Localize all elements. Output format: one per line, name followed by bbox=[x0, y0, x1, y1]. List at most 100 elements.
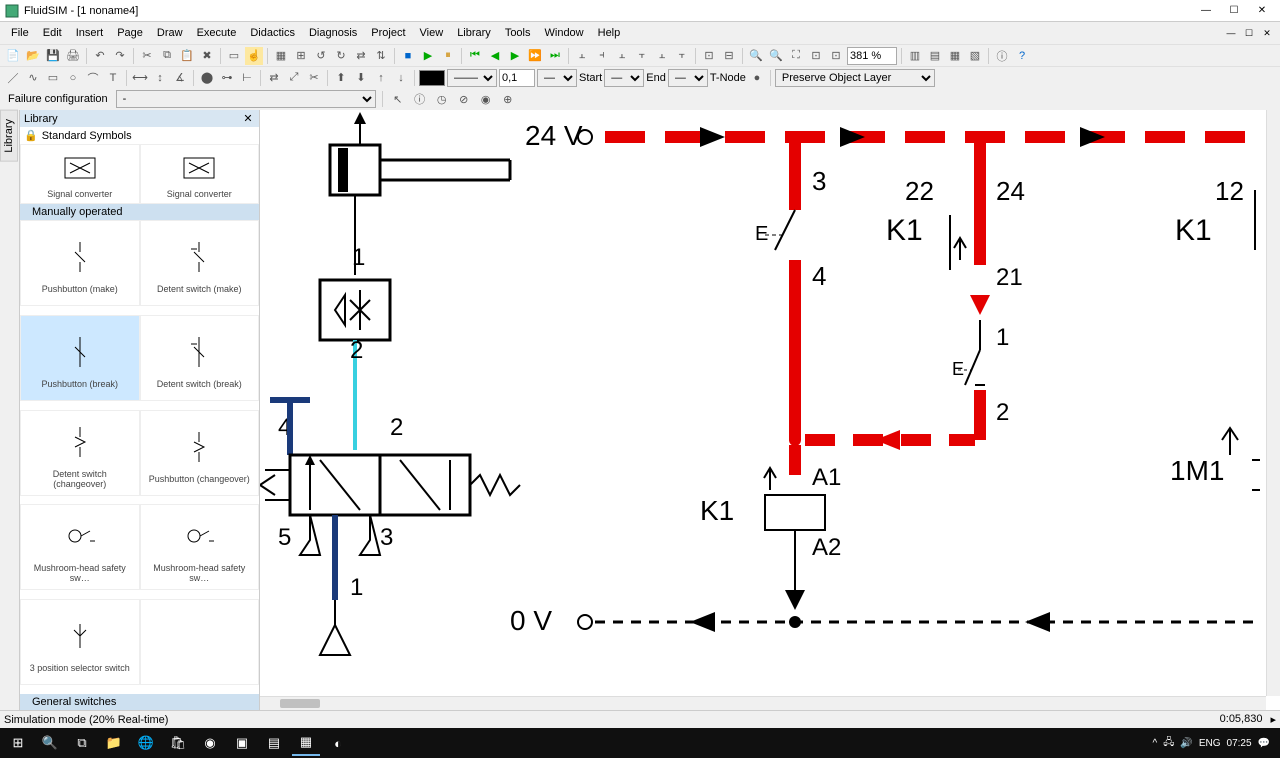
pause-icon[interactable]: ⏸ bbox=[439, 47, 457, 65]
new-icon[interactable]: 📄 bbox=[4, 47, 22, 65]
save-icon[interactable]: 💾 bbox=[44, 47, 62, 65]
symbol-item[interactable]: Detent switch (make) bbox=[140, 220, 260, 306]
arrow-end-select[interactable]: — bbox=[604, 69, 644, 87]
delete-icon[interactable]: ✖ bbox=[198, 47, 216, 65]
start-button[interactable]: ⊞ bbox=[4, 730, 32, 756]
symbol-item[interactable]: Signal converter bbox=[20, 144, 140, 204]
line-icon[interactable]: ／ bbox=[4, 69, 22, 87]
symbol-item[interactable]: Mushroom-head safety sw… bbox=[140, 504, 260, 590]
chrome-icon[interactable]: ◉ bbox=[196, 730, 224, 756]
sim-clock-icon[interactable]: ◷ bbox=[433, 90, 451, 108]
select-icon[interactable]: ▭ bbox=[225, 47, 243, 65]
canvas[interactable]: 24 V 0 V 3 E 4 bbox=[260, 110, 1280, 710]
explorer-icon[interactable]: 📁 bbox=[100, 730, 128, 756]
app3-icon[interactable]: ◐ bbox=[324, 730, 352, 756]
circle-icon[interactable]: ○ bbox=[64, 69, 82, 87]
library-tab[interactable]: Library bbox=[0, 110, 18, 162]
library-subsection-general[interactable]: General switches bbox=[20, 694, 259, 710]
minimize-button[interactable]: — bbox=[1192, 1, 1220, 21]
app1-icon[interactable]: ▣ bbox=[228, 730, 256, 756]
menu-didactics[interactable]: Didactics bbox=[243, 24, 302, 42]
color-swatch[interactable] bbox=[419, 70, 445, 86]
tnode-select[interactable]: — bbox=[668, 69, 708, 87]
failure-select[interactable]: - bbox=[116, 90, 376, 108]
scrollbar-horizontal[interactable] bbox=[260, 696, 1266, 710]
tray-notif-icon[interactable]: 💬 bbox=[1258, 738, 1270, 749]
align-middle-icon[interactable]: ⫠ bbox=[653, 47, 671, 65]
menu-page[interactable]: Page bbox=[110, 24, 150, 42]
ungroup-icon[interactable]: ⊟ bbox=[720, 47, 738, 65]
menu-tools[interactable]: Tools bbox=[498, 24, 538, 42]
branch-icon[interactable]: ⊢ bbox=[238, 69, 256, 87]
symbol-item[interactable]: Pushbutton (make) bbox=[20, 220, 140, 306]
bwd-icon[interactable]: ↓ bbox=[392, 69, 410, 87]
arrow-start-select[interactable]: — bbox=[537, 69, 577, 87]
dim-a-icon[interactable]: ∡ bbox=[171, 69, 189, 87]
trim-icon[interactable]: ✂ bbox=[305, 69, 323, 87]
paste-icon[interactable]: 📋 bbox=[178, 47, 196, 65]
system-tray[interactable]: ^ 🖧 🔊 ENG 07:25 💬 bbox=[1153, 735, 1276, 752]
symbol-item[interactable]: Pushbutton (break) bbox=[20, 315, 140, 401]
tray-lang[interactable]: ENG bbox=[1199, 738, 1221, 749]
skip-end-icon[interactable]: ⏭ bbox=[546, 47, 564, 65]
menu-library[interactable]: Library bbox=[450, 24, 498, 42]
redo-icon[interactable]: ↷ bbox=[111, 47, 129, 65]
doc-minimize-button[interactable]: — bbox=[1222, 25, 1240, 41]
rotate-left-icon[interactable]: ↺ bbox=[312, 47, 330, 65]
align-top-icon[interactable]: ⫟ bbox=[633, 47, 651, 65]
stop-icon[interactable]: ■ bbox=[399, 47, 417, 65]
open-icon[interactable]: 📂 bbox=[24, 47, 42, 65]
node-icon[interactable]: ⬤ bbox=[198, 69, 216, 87]
sim-target-icon[interactable]: ⊕ bbox=[499, 90, 517, 108]
library-subsection-manual[interactable]: Manually operated bbox=[20, 204, 259, 220]
menu-insert[interactable]: Insert bbox=[69, 24, 111, 42]
print-icon[interactable]: 🖨 bbox=[64, 47, 82, 65]
text-icon[interactable]: T bbox=[104, 69, 122, 87]
info-icon[interactable]: ⓘ bbox=[993, 47, 1011, 65]
store-icon[interactable]: 🛍 bbox=[164, 730, 192, 756]
dim-v-icon[interactable]: ↕ bbox=[151, 69, 169, 87]
sim-step-icon[interactable]: ⊘ bbox=[455, 90, 473, 108]
menu-draw[interactable]: Draw bbox=[150, 24, 190, 42]
doc-maximize-button[interactable]: ☐ bbox=[1240, 25, 1258, 41]
dim-h-icon[interactable]: ⟷ bbox=[131, 69, 149, 87]
flip-v-icon[interactable]: ⇅ bbox=[372, 47, 390, 65]
zoom-in-icon[interactable]: 🔍 bbox=[747, 47, 765, 65]
copy-icon[interactable]: ⧉ bbox=[158, 47, 176, 65]
tray-clock[interactable]: 07:25 bbox=[1227, 738, 1252, 749]
menu-diagnosis[interactable]: Diagnosis bbox=[302, 24, 364, 42]
snap-icon[interactable]: ⊞ bbox=[292, 47, 310, 65]
align-center-icon[interactable]: ⫞ bbox=[593, 47, 611, 65]
menu-view[interactable]: View bbox=[413, 24, 451, 42]
help-icon[interactable]: ? bbox=[1013, 47, 1031, 65]
app2-icon[interactable]: ▤ bbox=[260, 730, 288, 756]
layout2-icon[interactable]: ▤ bbox=[926, 47, 944, 65]
symbol-item[interactable]: 3 position selector switch bbox=[20, 599, 140, 685]
tray-up-icon[interactable]: ^ bbox=[1153, 738, 1158, 749]
rect-icon[interactable]: ▭ bbox=[44, 69, 62, 87]
doc-close-button[interactable]: ✕ bbox=[1258, 25, 1276, 41]
zoom-100-icon[interactable]: ⊡ bbox=[807, 47, 825, 65]
step-back-icon[interactable]: ◀ bbox=[486, 47, 504, 65]
layer-select[interactable]: Preserve Object Layer bbox=[775, 69, 935, 87]
align-right-icon[interactable]: ⫠ bbox=[613, 47, 631, 65]
group-icon[interactable]: ⊡ bbox=[700, 47, 718, 65]
skip-start-icon[interactable]: ⏮ bbox=[466, 47, 484, 65]
menu-edit[interactable]: Edit bbox=[36, 24, 69, 42]
taskview-icon[interactable]: ⧉ bbox=[68, 730, 96, 756]
line-style-select[interactable]: ——— bbox=[447, 69, 497, 87]
node-dot-icon[interactable]: ● bbox=[748, 69, 766, 87]
layout-icon[interactable]: ▥ bbox=[906, 47, 924, 65]
back-icon[interactable]: ⬇ bbox=[352, 69, 370, 87]
fluidsim-task-icon[interactable]: ▦ bbox=[292, 730, 320, 756]
step-fwd-icon[interactable]: ▶ bbox=[506, 47, 524, 65]
maximize-button[interactable]: ☐ bbox=[1220, 1, 1248, 21]
line-width-input[interactable] bbox=[499, 69, 535, 87]
align-bottom-icon[interactable]: ⫟ bbox=[673, 47, 691, 65]
tray-vol-icon[interactable]: 🔊 bbox=[1180, 738, 1192, 749]
layout4-icon[interactable]: ▧ bbox=[966, 47, 984, 65]
mirror-icon[interactable]: ⇄ bbox=[265, 69, 283, 87]
sim-info-icon[interactable]: ⓘ bbox=[411, 90, 429, 108]
pointer-icon[interactable]: ☝ bbox=[245, 47, 263, 65]
menu-help[interactable]: Help bbox=[591, 24, 628, 42]
